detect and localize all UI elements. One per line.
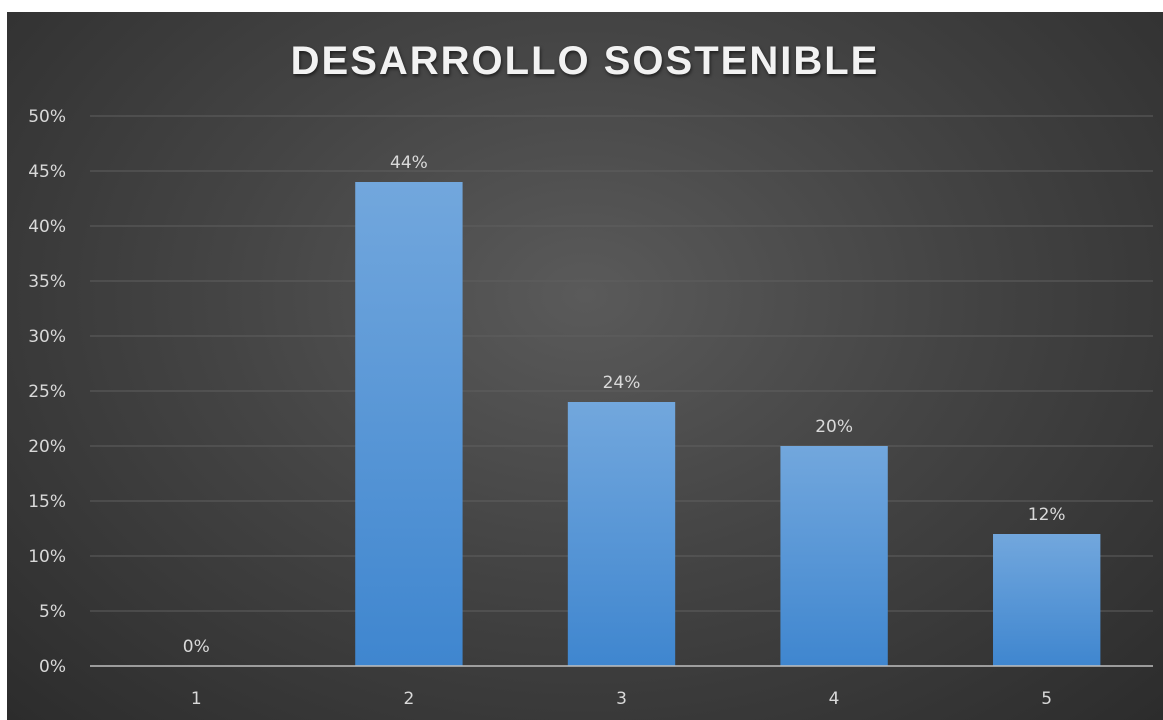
data-labels: 0% 44% 24% 20% 12% — [183, 153, 1066, 657]
x-tick-label: 1 — [191, 689, 202, 709]
data-label: 20% — [815, 417, 853, 437]
y-axis-tick-labels: 0% 5% 10% 15% 20% 25% 30% 35% 40% 45% 50% — [28, 107, 66, 677]
bars — [355, 182, 1101, 666]
bar — [567, 402, 676, 666]
chart-title: DESARROLLO SOSTENIBLE — [290, 39, 880, 83]
x-axis-tick-labels: 1 2 3 4 5 — [191, 689, 1052, 709]
x-tick-label: 5 — [1041, 689, 1052, 709]
bar — [993, 534, 1101, 666]
y-tick-label: 20% — [28, 437, 66, 457]
y-tick-label: 5% — [39, 602, 66, 622]
y-tick-label: 30% — [28, 327, 66, 347]
chart-area: DESARROLLO SOSTENIBLE 0% 5% 10% 15% 20% 25% 30… — [7, 12, 1163, 720]
x-tick-label: 3 — [616, 689, 627, 709]
y-tick-label: 35% — [28, 272, 66, 292]
x-tick-label: 2 — [403, 689, 414, 709]
y-tick-label: 40% — [28, 217, 66, 237]
data-label: 12% — [1028, 505, 1066, 525]
y-tick-label: 25% — [28, 382, 66, 402]
x-tick-label: 4 — [829, 689, 840, 709]
y-tick-label: 15% — [28, 492, 66, 512]
y-tick-label: 45% — [28, 162, 66, 182]
y-tick-label: 50% — [28, 107, 66, 127]
bar — [780, 446, 888, 666]
data-label: 24% — [603, 373, 641, 393]
bar — [355, 182, 463, 666]
data-label: 44% — [390, 153, 428, 173]
y-tick-label: 10% — [28, 547, 66, 567]
plot-area: 0% 5% 10% 15% 20% 25% 30% 35% 40% 45% 50% 0% 44% 24%… — [28, 107, 1153, 709]
data-label: 0% — [183, 637, 210, 657]
y-tick-label: 0% — [39, 657, 66, 677]
